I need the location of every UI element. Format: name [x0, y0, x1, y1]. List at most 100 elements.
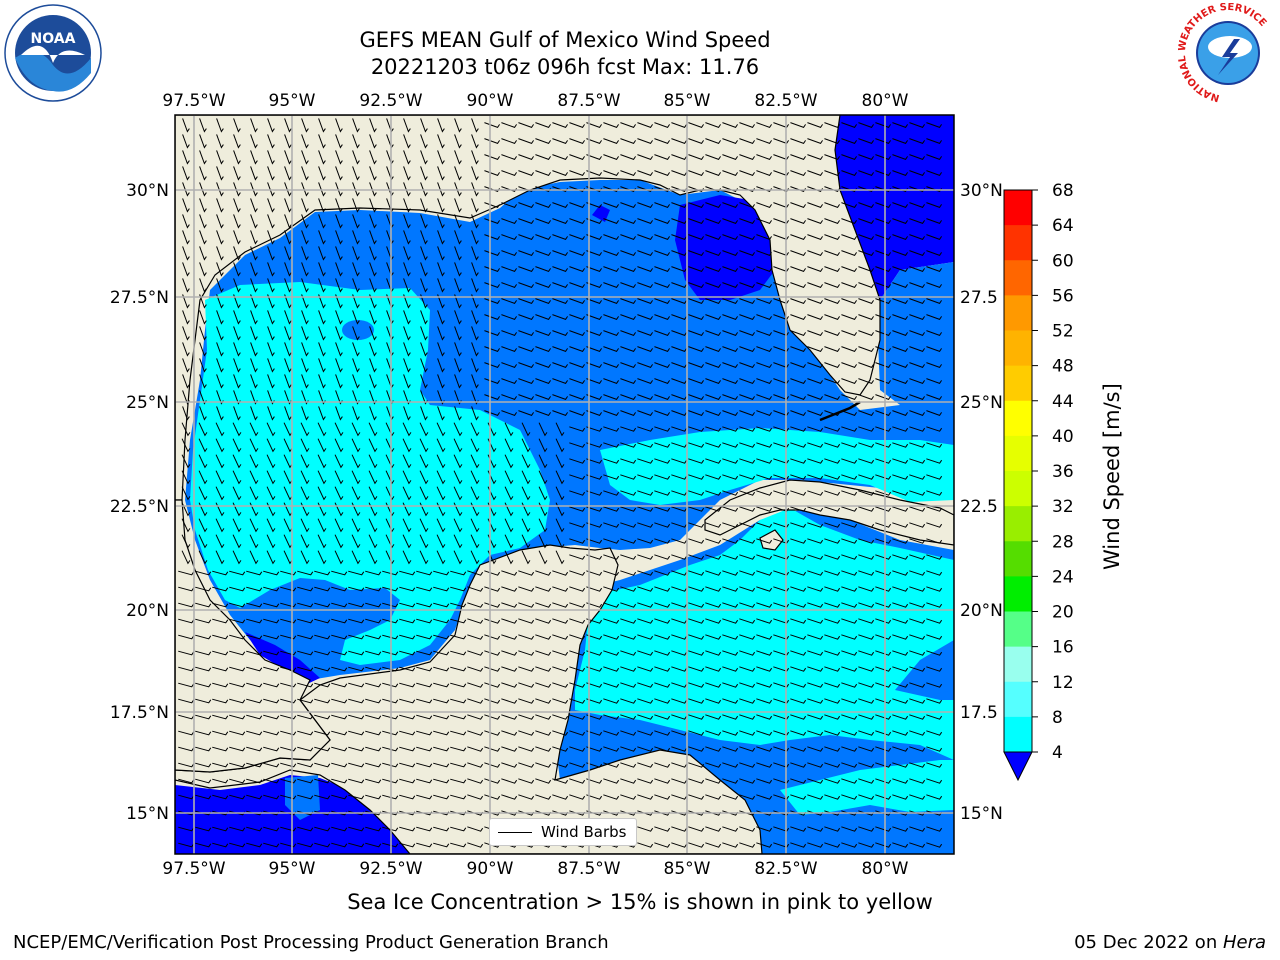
- wind-barb: [892, 378, 908, 384]
- wind-barb: [909, 570, 926, 576]
- wind-barb: [535, 138, 551, 144]
- wind-barb: [705, 586, 722, 592]
- wind-barb: [654, 746, 671, 752]
- wind-barb: [909, 410, 925, 416]
- wind-barb: [892, 346, 908, 352]
- wind-barb: [637, 666, 654, 672]
- wind-barb: [688, 234, 704, 240]
- wind-barb: [858, 522, 875, 528]
- lat-label-right: 17.5: [960, 703, 998, 723]
- wind-barb: [688, 266, 704, 272]
- wind-barb: [182, 230, 190, 245]
- wind-barb: [569, 666, 586, 672]
- wind-barb: [875, 378, 891, 384]
- wind-barb: [552, 746, 569, 752]
- wind-barb: [450, 842, 467, 848]
- wind-barb: [722, 602, 739, 608]
- wind-barb: [841, 282, 857, 288]
- wind-barb: [705, 266, 721, 272]
- wind-barb: [382, 666, 399, 672]
- wind-barb: [722, 426, 739, 432]
- wind-barb: [352, 262, 360, 277]
- wind-barb: [569, 506, 586, 512]
- wind-barb: [233, 278, 241, 293]
- wind-barb: [654, 250, 670, 256]
- wind-barb: [382, 794, 399, 800]
- wind-barb: [437, 374, 445, 389]
- wind-barb: [403, 230, 411, 245]
- wind-barb: [399, 730, 416, 736]
- wind-barb: [926, 346, 942, 352]
- wind-barb: [603, 730, 620, 736]
- wind-barb: [807, 474, 824, 480]
- wind-barb: [807, 378, 823, 384]
- wind-barb: [637, 698, 654, 704]
- wind-barb: [552, 250, 568, 256]
- wind-barb: [824, 122, 840, 128]
- wind-barb: [637, 154, 653, 160]
- wind-barb: [267, 230, 275, 245]
- wind-barb: [280, 634, 297, 640]
- wind-barb: [909, 394, 925, 400]
- wind-barb: [484, 794, 501, 800]
- wind-barb: [280, 666, 297, 672]
- wind-barb: [722, 778, 739, 784]
- wind-barb: [385, 518, 395, 533]
- wind-barb: [385, 534, 395, 549]
- wind-barb: [790, 250, 806, 256]
- wind-barb: [437, 134, 445, 149]
- wind-barb: [790, 346, 806, 352]
- colorbar-segment: [1004, 365, 1032, 402]
- lon-label-top: 82.5°W: [754, 91, 817, 111]
- wind-barb: [841, 170, 857, 176]
- wind-barb: [756, 170, 772, 176]
- wind-barb: [926, 746, 943, 752]
- wind-barb: [858, 282, 874, 288]
- wind-barb: [535, 666, 552, 672]
- wind-barb: [318, 230, 326, 245]
- wind-barb: [739, 282, 755, 288]
- wind-barb: [403, 278, 411, 293]
- wind-barb: [263, 602, 280, 608]
- wind-barb: [586, 122, 602, 128]
- wind-barb: [555, 518, 565, 533]
- wind-barb: [501, 570, 518, 576]
- wind-barb: [471, 118, 479, 133]
- wind-barb: [178, 762, 195, 768]
- wind-barb: [756, 826, 773, 832]
- wind-barb: [521, 438, 531, 453]
- wind-barb: [688, 202, 704, 208]
- colorbar-segment: [1004, 400, 1032, 437]
- wind-barb: [858, 234, 874, 240]
- wind-barb: [518, 378, 534, 384]
- wind-barb: [403, 150, 411, 165]
- wind-barb: [807, 362, 823, 368]
- wind-barb: [756, 218, 772, 224]
- wind-barb: [521, 550, 531, 565]
- wind-barb: [501, 698, 518, 704]
- wind-barb: [654, 346, 670, 352]
- wind-barb: [250, 374, 258, 389]
- wind-barb: [688, 378, 704, 384]
- wind-barb: [807, 794, 824, 800]
- wind-barb: [739, 682, 756, 688]
- wind-barb: [518, 346, 534, 352]
- wind-barb: [232, 486, 242, 501]
- wind-barb: [267, 150, 275, 165]
- wind-barb: [824, 346, 840, 352]
- wind-barb: [538, 422, 548, 437]
- wind-barb: [399, 650, 416, 656]
- wind-barb: [266, 438, 276, 453]
- wind-barb: [654, 234, 670, 240]
- wind-barb: [824, 234, 840, 240]
- wind-barb: [453, 518, 463, 533]
- wind-barb: [858, 410, 874, 416]
- wind-barb: [807, 410, 823, 416]
- wind-barb: [909, 538, 926, 544]
- wind-barb: [263, 714, 280, 720]
- wind-barb: [216, 150, 224, 165]
- wind-barb: [331, 602, 348, 608]
- wind-barb: [212, 570, 229, 576]
- wind-barb: [909, 490, 926, 496]
- wind-barb: [603, 314, 619, 320]
